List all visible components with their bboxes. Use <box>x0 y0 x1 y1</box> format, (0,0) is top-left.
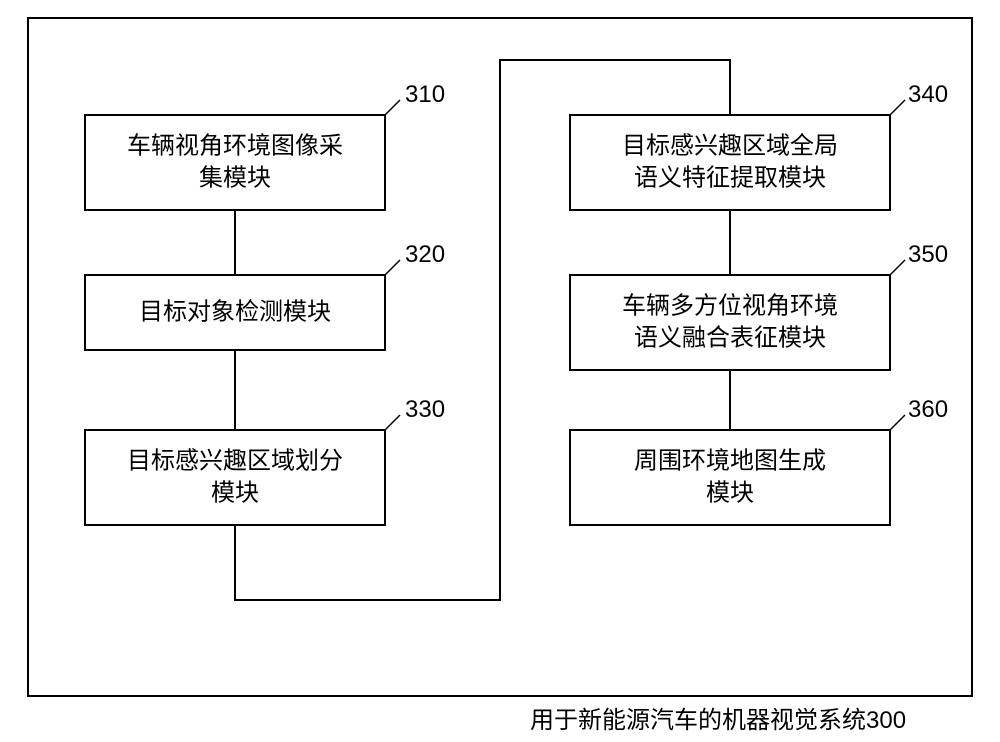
node-text-n330-line0: 目标感兴趣区域划分 <box>127 448 343 475</box>
diagram-caption: 用于新能源汽车的机器视觉系统300 <box>530 707 906 734</box>
leader-n330 <box>385 415 400 430</box>
node-label-n310: 310 <box>405 81 445 108</box>
node-label-n320: 320 <box>405 241 445 268</box>
node-n360: 周围环境地图生成模块 360 <box>570 396 948 525</box>
node-label-n350: 350 <box>908 241 948 268</box>
node-box-n350 <box>570 275 890 370</box>
node-text-n310-line0: 车辆视角环境图像采 <box>127 133 343 160</box>
node-box-n310 <box>85 115 385 210</box>
node-label-n330: 330 <box>405 396 445 423</box>
node-text-n330-line1: 模块 <box>211 480 259 507</box>
node-box-n360 <box>570 430 890 525</box>
node-text-n350-line0: 车辆多方位视角环境 <box>622 293 838 320</box>
node-text-n320-line0: 目标对象检测模块 <box>139 299 331 326</box>
node-label-n360: 360 <box>908 396 948 423</box>
leader-n350 <box>890 260 905 275</box>
node-box-n340 <box>570 115 890 210</box>
node-text-n340-line0: 目标感兴趣区域全局 <box>622 133 838 160</box>
leader-n320 <box>385 260 400 275</box>
node-text-n350-line1: 语义融合表征模块 <box>634 325 826 352</box>
node-n330: 目标感兴趣区域划分模块 330 <box>85 396 445 525</box>
node-n350: 车辆多方位视角环境语义融合表征模块 350 <box>570 241 948 370</box>
node-box-n330 <box>85 430 385 525</box>
node-n340: 目标感兴趣区域全局语义特征提取模块 340 <box>570 81 948 210</box>
node-text-n360-line0: 周围环境地图生成 <box>634 448 826 475</box>
node-text-n360-line1: 模块 <box>706 480 754 507</box>
leader-n340 <box>890 100 905 115</box>
node-n320: 目标对象检测模块 320 <box>85 241 445 350</box>
node-text-n340-line1: 语义特征提取模块 <box>634 165 826 192</box>
node-text-n310-line1: 集模块 <box>199 165 271 192</box>
node-label-n340: 340 <box>908 81 948 108</box>
diagram-canvas: 车辆视角环境图像采集模块310目标对象检测模块320目标感兴趣区域划分模块330… <box>0 0 1000 742</box>
leader-n310 <box>385 100 400 115</box>
node-n310: 车辆视角环境图像采集模块 310 <box>85 81 445 210</box>
leader-n360 <box>890 415 905 430</box>
